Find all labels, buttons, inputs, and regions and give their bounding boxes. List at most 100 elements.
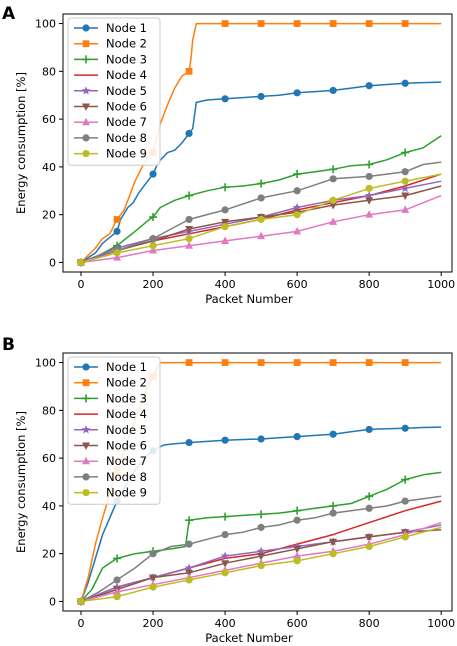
data-point-node-3 xyxy=(365,492,374,501)
y-tick-label: 20 xyxy=(42,209,56,222)
legend-marker-node-2 xyxy=(82,379,90,387)
y-tick-label: 100 xyxy=(35,357,56,370)
data-point-node-3 xyxy=(149,213,158,222)
data-point-node-6 xyxy=(149,574,158,582)
legend-label-node-5: Node 5 xyxy=(106,84,147,98)
data-point-node-5 xyxy=(256,546,266,555)
legend-label-node-9: Node 9 xyxy=(106,147,147,161)
x-tick-label: 0 xyxy=(78,278,85,291)
legend-marker-node-9 xyxy=(82,489,90,497)
legend-marker-node-5 xyxy=(81,425,91,434)
data-point-node-1 xyxy=(257,92,265,101)
x-tick-label: 800 xyxy=(359,617,380,630)
data-point-node-3 xyxy=(329,501,338,510)
data-point-node-6 xyxy=(221,560,230,568)
data-point-node-9 xyxy=(365,542,373,551)
legend-marker-node-3 xyxy=(82,55,90,64)
data-point-node-2 xyxy=(257,359,265,366)
legend-label-node-3: Node 3 xyxy=(106,391,147,405)
data-point-node-2 xyxy=(401,359,409,366)
data-point-node-9 xyxy=(221,223,229,231)
data-point-node-1 xyxy=(329,86,337,95)
data-point-node-2 xyxy=(221,20,229,27)
series-line-node-1 xyxy=(80,426,442,602)
legend-label-node-3: Node 3 xyxy=(106,52,147,66)
data-point-node-9 xyxy=(221,569,229,577)
data-point-node-8 xyxy=(257,194,265,202)
data-point-node-8 xyxy=(365,504,373,512)
data-point-node-2 xyxy=(185,359,193,366)
data-point-node-7 xyxy=(149,246,158,254)
legend-label-node-2: Node 2 xyxy=(106,376,147,390)
data-point-node-1 xyxy=(185,129,193,138)
y-axis-label: Energy consumption [%] xyxy=(14,411,28,553)
legend-marker-node-7 xyxy=(82,117,90,126)
data-point-node-1 xyxy=(113,227,121,235)
panel-letter-a: A xyxy=(2,4,16,24)
data-point-node-1 xyxy=(149,170,157,178)
y-tick-label: 80 xyxy=(42,65,56,78)
data-point-node-6 xyxy=(329,538,338,547)
data-point-node-9 xyxy=(329,196,337,204)
data-point-node-3 xyxy=(257,179,266,188)
data-point-node-9 xyxy=(149,583,157,591)
series-line-node-1 xyxy=(80,81,442,264)
data-point-node-1 xyxy=(365,82,373,90)
data-point-node-1 xyxy=(401,79,409,87)
data-point-node-3 xyxy=(221,512,230,521)
legend-marker-node-1 xyxy=(82,24,90,32)
x-axis-label: Packet Number xyxy=(205,292,293,306)
data-point-node-5 xyxy=(184,563,194,572)
data-point-node-9 xyxy=(113,593,121,601)
legend-marker-node-6 xyxy=(82,442,90,450)
legend-box xyxy=(67,356,161,505)
data-point-node-9 xyxy=(185,576,193,584)
legend-marker-node-9 xyxy=(82,150,90,158)
x-tick-label: 1000 xyxy=(427,617,455,630)
data-point-node-9 xyxy=(401,533,409,541)
panel-letter-b: B xyxy=(2,335,15,355)
data-point-node-6 xyxy=(329,202,338,210)
data-point-node-6 xyxy=(185,226,194,234)
legend-label-node-6: Node 6 xyxy=(106,100,147,114)
x-tick-label: 400 xyxy=(215,617,236,630)
legend-marker-node-5 xyxy=(81,86,91,95)
legend-label-node-7: Node 7 xyxy=(106,115,147,129)
data-point-node-5 xyxy=(364,190,374,200)
data-point-node-2 xyxy=(329,359,337,366)
data-point-node-8 xyxy=(149,550,157,558)
plot-area xyxy=(76,20,442,267)
data-point-node-7 xyxy=(257,231,266,240)
data-point-node-2 xyxy=(365,20,373,27)
data-point-node-8 xyxy=(401,497,409,505)
y-tick-label: 40 xyxy=(42,500,56,513)
legend-label-node-5: Node 5 xyxy=(106,423,147,437)
data-point-node-5 xyxy=(400,183,410,193)
y-tick-label: 80 xyxy=(42,404,56,417)
legend-marker-node-6 xyxy=(82,103,90,111)
data-point-node-3 xyxy=(365,160,374,169)
data-point-node-3 xyxy=(401,148,410,157)
data-point-node-3 xyxy=(401,475,410,484)
data-point-node-7 xyxy=(329,217,338,225)
data-point-node-1 xyxy=(257,435,265,443)
data-point-node-2 xyxy=(401,20,409,27)
data-point-node-2 xyxy=(185,67,193,75)
legend-label-node-1: Node 1 xyxy=(106,360,147,374)
legend-label-node-6: Node 6 xyxy=(106,439,147,453)
data-point-node-8 xyxy=(329,509,337,517)
data-point-node-9 xyxy=(329,550,337,558)
data-point-node-6 xyxy=(221,218,230,227)
x-tick-label: 1000 xyxy=(427,278,455,291)
data-point-node-1 xyxy=(293,433,301,441)
data-point-node-2 xyxy=(365,359,373,366)
legend-label-node-4: Node 4 xyxy=(106,68,147,82)
legend-marker-node-1 xyxy=(82,363,90,371)
data-point-node-7 xyxy=(185,241,194,249)
data-point-node-1 xyxy=(185,438,193,447)
data-point-node-7 xyxy=(293,226,302,235)
data-point-node-8 xyxy=(365,172,373,181)
x-tick-label: 400 xyxy=(215,278,236,291)
y-tick-label: 40 xyxy=(42,161,56,174)
